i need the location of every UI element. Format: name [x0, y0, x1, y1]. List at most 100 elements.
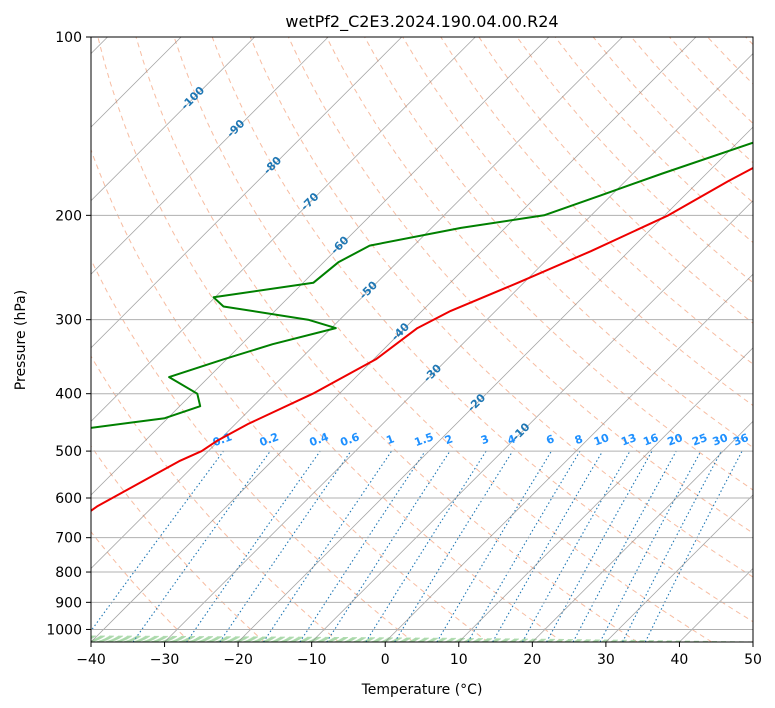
dry-adiabat-line — [211, 37, 753, 623]
dry-adiabat-line — [91, 258, 414, 642]
mixing-ratio-line — [467, 450, 581, 642]
mixing-ratio-label: 30 — [711, 431, 730, 449]
y-tick-label: 300 — [55, 313, 82, 329]
x-axis-label: Temperature (°C) — [361, 682, 483, 698]
moist-adiabat-label: 20 — [0, 548, 8, 561]
isotherm-line — [91, 37, 697, 642]
mixing-ratio-label: 10 — [592, 431, 611, 449]
x-tick-label: −40 — [76, 652, 106, 668]
isotherms — [91, 37, 753, 642]
mixing-ratio-line — [644, 450, 743, 642]
isotherm-label: -100 — [178, 84, 207, 113]
mixing-ratio-line — [522, 450, 631, 642]
plot-frame — [90, 36, 754, 643]
dry-adiabat-line — [91, 355, 340, 642]
mixing-ratio-label: 0.4 — [308, 430, 331, 449]
y-tick-label: 100 — [55, 30, 82, 46]
moist-adiabats — [91, 635, 753, 642]
mixing-ratio-label: 16 — [641, 431, 660, 449]
isotherm-line — [91, 37, 476, 422]
dry-adiabat-line — [554, 37, 753, 244]
mixing-ratio-label: 4 — [506, 432, 518, 447]
mixing-ratio-label: 20 — [666, 431, 685, 449]
y-tick-label: 400 — [55, 387, 82, 403]
isotherm-line — [237, 126, 753, 642]
x-tick-label: 10 — [450, 652, 468, 668]
moist-adiabat-label: 30 — [0, 578, 8, 591]
isotherm-line — [679, 567, 753, 642]
dry-adiabat-line — [173, 37, 713, 642]
plot-area: -100-90-80-70-60-50-40-30-20-100.1 0.2 0.4… — [0, 37, 753, 642]
isotherm-label: -80 — [261, 154, 284, 177]
y-tick-label: 500 — [55, 444, 82, 460]
mixing-ratio-label: 0.6 — [338, 430, 361, 449]
dry-adiabat-line — [91, 445, 265, 642]
isotherm-line — [91, 37, 623, 570]
mixing-ratio-line — [263, 450, 392, 642]
x-tick-label: −10 — [297, 652, 327, 668]
dry-adiabat-line — [707, 37, 753, 85]
dry-adiabat-line — [135, 37, 638, 642]
x-tick-label: 40 — [671, 652, 689, 668]
mixing-ratio-line — [572, 450, 677, 642]
x-tick-label: −20 — [223, 652, 253, 668]
isotherm-label: -60 — [328, 233, 351, 256]
mixing-ratio-line — [219, 450, 352, 642]
mixing-ratio-line — [365, 450, 487, 642]
isotherm-line — [91, 37, 255, 202]
dry-adiabats — [91, 37, 753, 642]
moist-adiabat-line — [91, 636, 680, 642]
isotherm-line — [384, 273, 753, 642]
isotherm-line — [605, 494, 753, 642]
y-tick-label: 200 — [55, 208, 82, 224]
x-tick-label: 30 — [597, 652, 615, 668]
isotherm-label: -70 — [298, 190, 321, 213]
moist-adiabat-line — [91, 636, 643, 642]
mixing-ratio-line — [91, 450, 224, 632]
dry-adiabat-line — [592, 37, 753, 204]
mixing-ratio-label: 1.5 — [413, 430, 436, 449]
isotherm-line — [532, 420, 753, 642]
mixing-ratio-label: 13 — [619, 431, 638, 448]
chart-title: wetPf2_C2E3.2024.190.04.00.R24 — [285, 12, 558, 32]
isotherm-line — [752, 641, 753, 642]
dry-adiabat-line — [402, 37, 753, 407]
sounding-profiles — [91, 141, 753, 512]
dry-adiabat-line — [440, 37, 753, 365]
dry-adiabat-line — [669, 37, 753, 125]
moist-adiabat-label: 10 — [0, 516, 8, 529]
isotherm-line — [164, 52, 753, 642]
dry-adiabat-line — [478, 37, 753, 324]
isotherm-line — [458, 347, 753, 642]
mixing-ratio-label: 8 — [573, 432, 585, 447]
mixing-ratio-label: 25 — [690, 431, 709, 448]
isotherm-label: -20 — [465, 391, 488, 414]
y-tick-label: 1000 — [46, 622, 82, 638]
x-tick-label: 0 — [381, 652, 390, 668]
mixing-ratio-label: 36 — [731, 431, 750, 449]
isotherm-line — [311, 200, 753, 642]
moist-adiabat-line — [91, 640, 239, 642]
mixing-ratio-line — [186, 450, 321, 642]
mixing-ratio-line — [599, 450, 702, 642]
mixing-ratio-lines — [91, 450, 743, 642]
mixing-ratio-line — [436, 450, 552, 642]
dry-adiabat-line — [97, 37, 563, 642]
isotherm-label: -90 — [224, 117, 247, 140]
mixing-ratio-line — [299, 450, 426, 642]
mixing-ratio-label: 1 — [385, 432, 397, 447]
moist-adiabat-label: 0 — [0, 478, 4, 491]
mixing-ratio-label: 6 — [544, 432, 556, 447]
dry-adiabat-line — [516, 37, 753, 284]
mixing-ratio-label: 0.2 — [258, 430, 281, 449]
isopleth-labels: -100-90-80-70-60-50-40-30-20-100.1 0.2 0.4… — [0, 84, 750, 591]
y-tick-label: 700 — [55, 531, 82, 547]
isotherm-line — [91, 37, 550, 496]
moist-adiabat-line — [91, 637, 570, 642]
isotherm-label: -50 — [357, 278, 380, 301]
x-tick-label: 20 — [523, 652, 541, 668]
y-tick-label: 800 — [55, 565, 82, 581]
pressure-gridlines — [91, 37, 753, 630]
axis-ticks: −40 −30 −20 −10 0 10 20 30 40 5010020030040050060… — [46, 30, 762, 668]
